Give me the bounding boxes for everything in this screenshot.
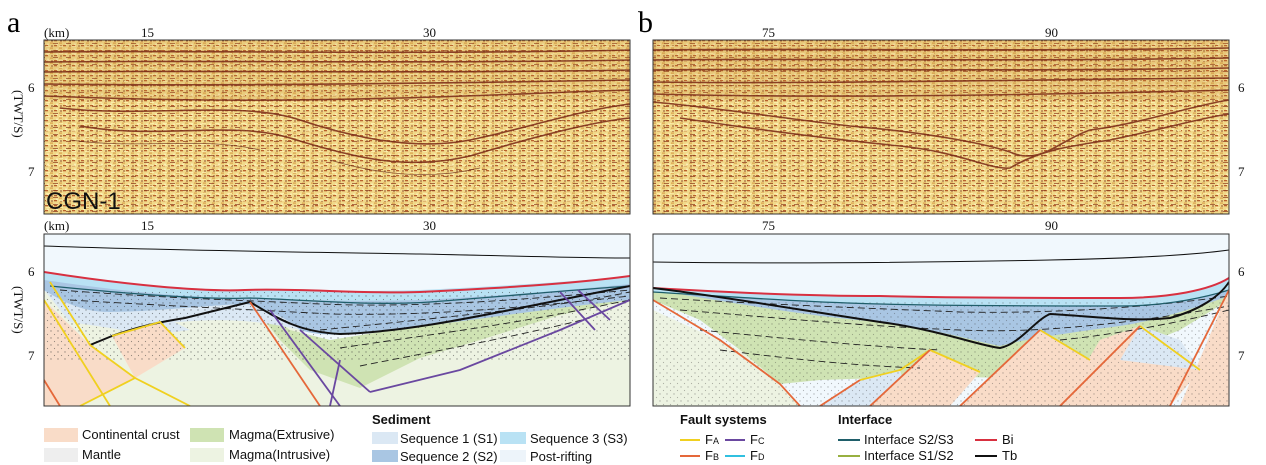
legend-faults: Fault systems FA FC FB FD [680, 412, 767, 463]
x-tick-90-bottom: 90 [1045, 218, 1058, 233]
legend-label-continental-crust: Continental crust [82, 427, 180, 442]
seismic-section-b: 75 90 6 7 [652, 25, 1245, 215]
y-axis-label-top: (TWT/S) [11, 90, 26, 138]
interpretation-section-b: 75 90 [652, 218, 1245, 407]
legend-label-fb: FB [705, 448, 719, 463]
y-tick-6-bottom-a: 6 [28, 264, 35, 279]
x-unit-label-bottom-a: (km) [44, 218, 69, 233]
panel-label-a: a [7, 6, 20, 39]
legend-title-faults: Fault systems [680, 412, 767, 427]
x-tick-30-bottom: 30 [423, 218, 436, 233]
legend-label-s1: Sequence 1 (S1) [400, 431, 498, 446]
legend-label-tb: Tb [1002, 448, 1017, 463]
legend-swatch-magma-extrusive [190, 428, 224, 442]
legend-swatch-s1 [372, 432, 398, 444]
legend-swatch-continental-crust [44, 428, 78, 442]
legend-label-fa: FA [705, 432, 719, 447]
y-axis-label-bottom: (TWT/S) [11, 286, 26, 334]
legend-label-magma-extrusive: Magma(Extrusive) [229, 427, 334, 442]
legend-label-fc: FC [750, 432, 765, 447]
legend-sediment: Sediment Sequence 1 (S1) Sequence 2 (S2)… [372, 412, 628, 464]
legend-swatch-post-rifting [500, 450, 526, 462]
seismic-section-a: (km) 15 30 CGN-1 (TWT/S) 6 7 [11, 25, 631, 215]
profile-name-label: CGN-1 [46, 188, 121, 215]
x-tick-75-top: 75 [762, 25, 775, 40]
legend-title-interface: Interface [838, 412, 892, 427]
y-tick-6-top-b: 6 [1238, 80, 1245, 95]
legend-units: Continental crust Mantle Magma(Extrusive… [44, 427, 334, 462]
legend-label-bi: Bi [1002, 432, 1014, 447]
legend-label-mantle: Mantle [82, 447, 121, 462]
legend-title-sediment: Sediment [372, 412, 431, 427]
x-tick-75-bottom: 75 [762, 218, 775, 233]
legend-swatch-s2 [372, 450, 398, 462]
legend-swatch-s3 [500, 432, 526, 444]
x-tick-15-top: 15 [141, 25, 154, 40]
y-tick-6-top-a: 6 [28, 80, 35, 95]
legend-label-magma-intrusive: Magma(Intrusive) [229, 447, 330, 462]
x-unit-label-top-a: (km) [44, 25, 69, 40]
legend-label-s3: Sequence 3 (S3) [530, 431, 628, 446]
y-tick-7-top-a: 7 [28, 164, 35, 179]
x-tick-90-top: 90 [1045, 25, 1058, 40]
legend-interface: Interface Interface S2/S3 Bi Interface S… [838, 412, 1017, 463]
x-tick-15-bottom: 15 [141, 218, 154, 233]
legend-label-fd: FD [750, 448, 765, 463]
y-tick-7-top-b: 7 [1238, 164, 1245, 179]
x-tick-30-top: 30 [423, 25, 436, 40]
interpretation-section-a: (km) 15 30 [11, 218, 631, 407]
legend-label-s2: Sequence 2 (S2) [400, 449, 498, 464]
legend-label-post-rifting: Post-rifting [530, 449, 592, 464]
y-tick-6-bottom-b: 6 [1238, 264, 1245, 279]
legend-swatch-magma-intrusive [190, 448, 224, 462]
legend-label-s2s3: Interface S2/S3 [864, 432, 954, 447]
legend-label-s1s2: Interface S1/S2 [864, 448, 954, 463]
panel-label-b: b [638, 6, 653, 39]
legend-swatch-mantle [44, 448, 78, 462]
legend: Continental crust Mantle Magma(Extrusive… [44, 412, 1017, 464]
y-tick-7-bottom-a: 7 [28, 348, 35, 363]
y-tick-7-bottom-b: 7 [1238, 348, 1245, 363]
